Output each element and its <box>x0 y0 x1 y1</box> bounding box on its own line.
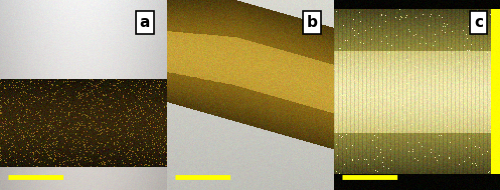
Text: c: c <box>474 15 483 30</box>
Text: a: a <box>140 15 150 30</box>
Text: b: b <box>306 15 318 30</box>
